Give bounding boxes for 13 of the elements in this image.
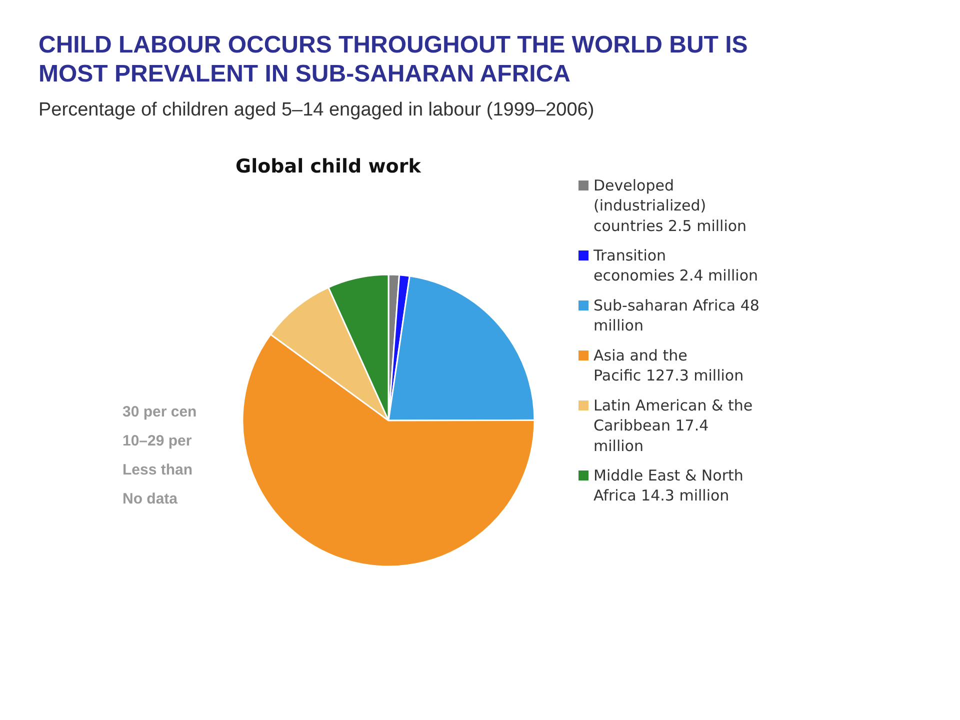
- legend-label: Developed (industrialized) countries 2.5 million: [594, 176, 747, 235]
- legend-label: Latin American & the Caribbean 17.4 million: [594, 396, 753, 455]
- chart-title: CHILD LABOUR OCCURS THROUGHOUT THE WORLD BUT IS MOST PREVALENT IN SUB-SAHARAN AFRICA: [38, 32, 748, 88]
- text: Global child work: [236, 156, 422, 178]
- legend-label: Middle East & North Africa 14.3 million: [594, 466, 744, 505]
- legend-label: Sub-saharan Africa 48 million: [594, 296, 760, 335]
- legend-label: Asia and the Pacific 127.3 million: [594, 346, 744, 385]
- text: 10–29 per: [122, 432, 192, 450]
- text: No data: [122, 490, 178, 508]
- text: 30 per cen: [122, 404, 197, 420]
- text: Less than: [122, 462, 193, 478]
- legend-label: Transition economies 2.4 million: [592, 246, 758, 285]
- chart-subtitle: Percentage of children aged 5–14 engaged in labour (1999–2006): [38, 100, 594, 120]
